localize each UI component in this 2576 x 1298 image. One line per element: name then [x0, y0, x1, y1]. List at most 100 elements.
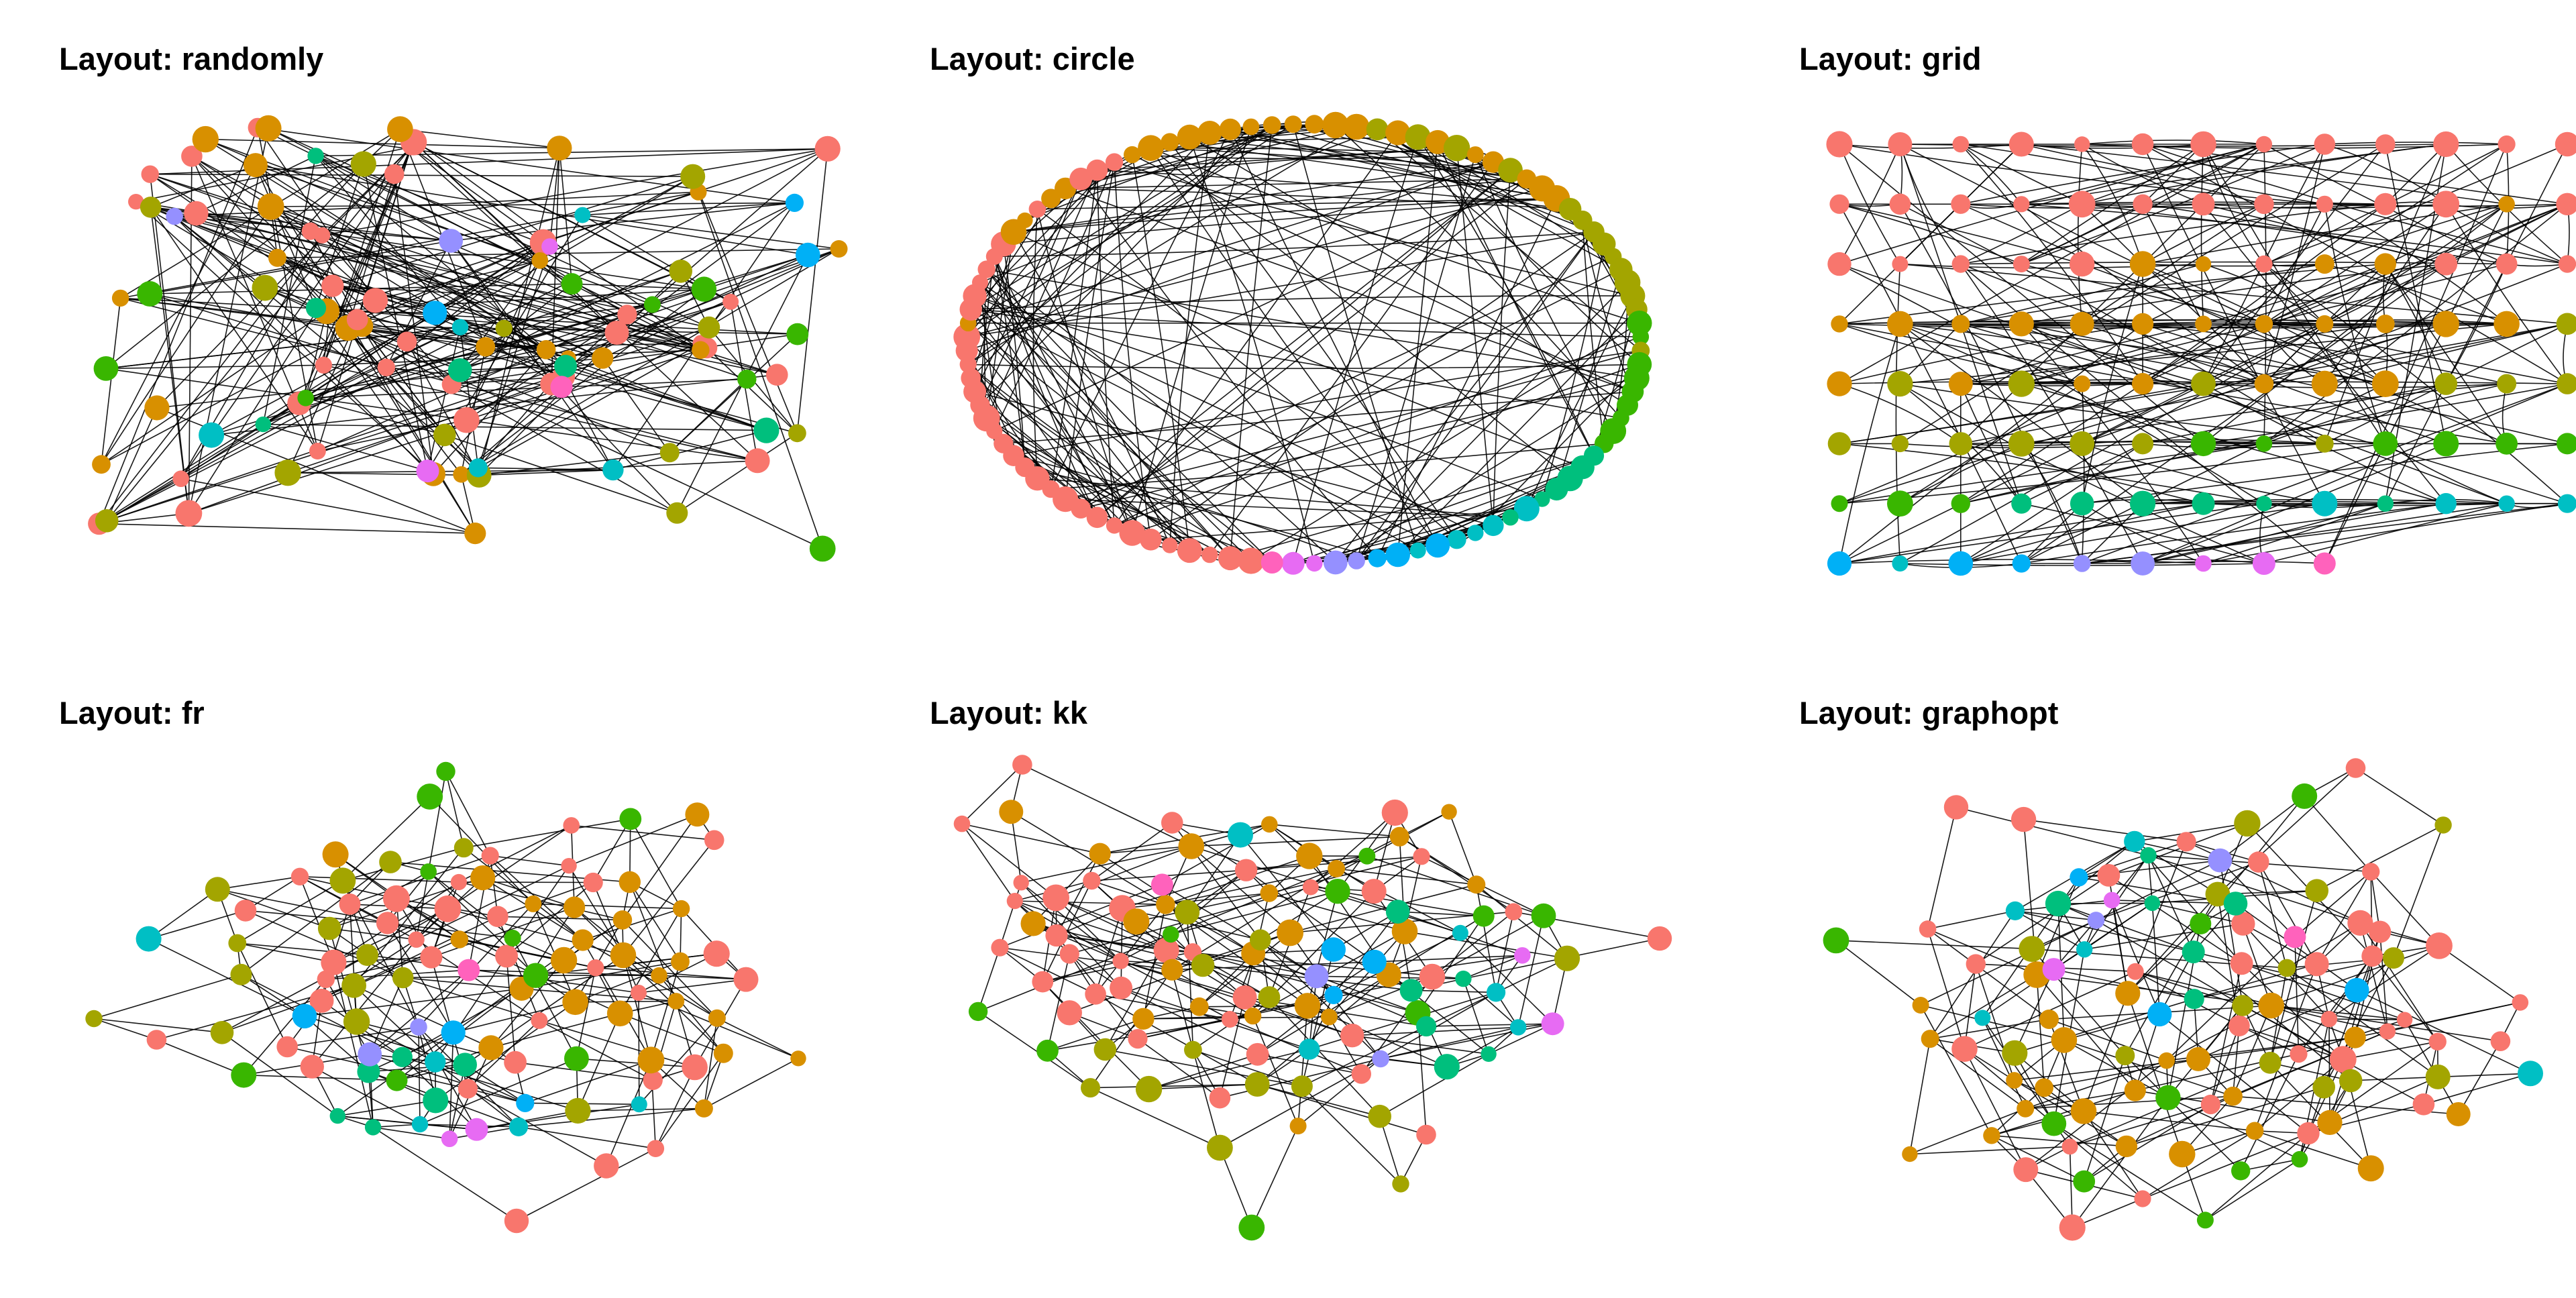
node [1261, 816, 1278, 833]
node [309, 443, 326, 459]
edge [189, 377, 564, 514]
node [1416, 1016, 1436, 1036]
node [1473, 906, 1495, 927]
node [2231, 952, 2253, 975]
node [1218, 546, 1242, 570]
node [2074, 136, 2090, 152]
node [1434, 1054, 1460, 1079]
node [1368, 549, 1387, 567]
node [2290, 1045, 2307, 1063]
node [2292, 783, 2317, 809]
node [469, 458, 488, 477]
node [2184, 989, 2204, 1009]
node [685, 802, 709, 826]
node [276, 1036, 298, 1058]
panel-circle: Layout: circle [930, 0, 1802, 644]
network-plot [1799, 0, 2576, 644]
node [1184, 1041, 1202, 1059]
node-layer [953, 112, 1652, 575]
edge-layer [94, 771, 798, 1221]
edge [322, 149, 827, 235]
edge [373, 1127, 449, 1138]
node [1348, 552, 1365, 570]
node [1829, 195, 1849, 214]
node [969, 1002, 987, 1021]
node [1340, 1024, 1364, 1047]
node [1179, 833, 1205, 859]
node [291, 868, 309, 885]
node [317, 971, 335, 988]
node [592, 347, 613, 369]
node [790, 1050, 806, 1066]
node [496, 320, 513, 337]
node [2292, 1151, 2308, 1168]
edge [150, 174, 693, 176]
node [2358, 1155, 2384, 1181]
node [365, 1119, 381, 1135]
node [1951, 315, 1970, 333]
node [339, 894, 361, 915]
node [1246, 1043, 1269, 1066]
node [2512, 994, 2529, 1011]
node [451, 930, 469, 949]
node [1890, 194, 1911, 215]
node [1161, 812, 1183, 834]
edge-layer [99, 127, 839, 549]
node [1887, 371, 1913, 396]
node [1321, 1009, 1338, 1026]
edge [506, 956, 515, 1062]
node [2316, 315, 2333, 333]
edge [968, 127, 1356, 364]
node [136, 926, 162, 952]
node [1344, 114, 1370, 140]
node [2248, 851, 2269, 873]
node [2158, 1052, 2175, 1069]
edge [962, 824, 1100, 854]
node [2019, 936, 2045, 962]
node [1510, 1019, 1526, 1035]
node [1244, 1008, 1261, 1024]
node [2125, 1080, 2146, 1101]
edge [2459, 1041, 2501, 1114]
node [258, 193, 284, 220]
node [453, 407, 480, 433]
node [562, 989, 588, 1016]
node [2397, 1012, 2412, 1028]
node [1057, 1000, 1082, 1025]
node [2255, 256, 2273, 273]
node [172, 470, 189, 487]
node [453, 1052, 477, 1077]
edge [962, 824, 1056, 898]
node [2376, 315, 2395, 333]
node [2557, 433, 2576, 454]
node [193, 126, 219, 152]
node [268, 249, 286, 267]
panel-kk: Layout: kk [930, 654, 1802, 1298]
node [1951, 1036, 1978, 1062]
edge [2202, 144, 2204, 324]
node [698, 317, 720, 339]
node [565, 1098, 590, 1124]
node [1325, 879, 1350, 904]
edge [517, 1148, 655, 1221]
node [810, 536, 836, 562]
node [2132, 133, 2154, 156]
node [704, 940, 730, 967]
node [2013, 256, 2030, 272]
node [1892, 435, 1909, 452]
node [2133, 195, 2152, 214]
node [1132, 1008, 1154, 1030]
node [2132, 373, 2153, 394]
node [2498, 136, 2516, 153]
node [1827, 252, 1851, 276]
node [341, 973, 366, 998]
node [205, 877, 230, 902]
edge [968, 364, 1640, 368]
node [1648, 926, 1672, 951]
node [1514, 947, 1531, 964]
node [292, 1004, 317, 1029]
node [2145, 896, 2160, 911]
node [561, 858, 576, 873]
node [2197, 1211, 2214, 1228]
node [2256, 136, 2272, 152]
